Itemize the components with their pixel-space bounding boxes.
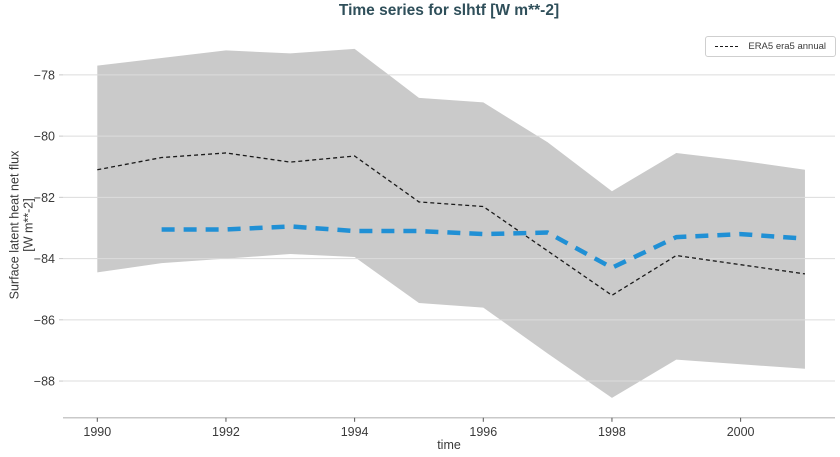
x-tick-label: 1992 xyxy=(212,425,240,439)
chart-title: Time series for slhtf [W m**-2] xyxy=(338,2,560,19)
uncertainty-band xyxy=(97,48,805,398)
y-tick-label: −84 xyxy=(34,252,55,266)
legend: ERA5 era5 annual xyxy=(705,36,836,57)
y-tick-label: −88 xyxy=(34,375,55,389)
x-tick-label: 1998 xyxy=(598,425,626,439)
y-tick-label: −80 xyxy=(34,130,55,144)
era5-annual-line xyxy=(97,152,806,296)
y-tick-label: −86 xyxy=(34,313,55,327)
legend-dashed-line-sample xyxy=(715,46,741,47)
legend-label: ERA5 era5 annual xyxy=(748,41,826,52)
y-tick-label: −78 xyxy=(34,68,55,82)
x-tick-label: 1990 xyxy=(83,425,111,439)
x-axis-label: time xyxy=(437,438,461,452)
y-tick-label: −82 xyxy=(34,191,55,205)
x-tick-label: 1996 xyxy=(469,425,497,439)
annual-mean-line xyxy=(161,224,806,271)
x-tick-label: 1994 xyxy=(341,425,369,439)
x-tick-label: 2000 xyxy=(727,425,755,439)
